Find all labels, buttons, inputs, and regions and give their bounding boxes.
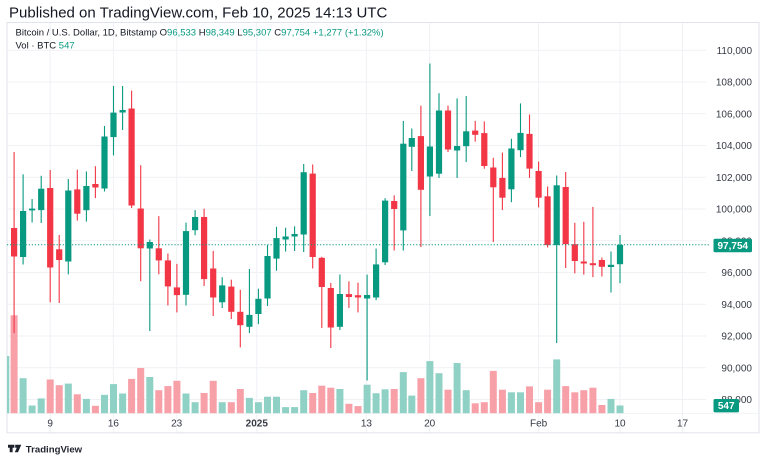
svg-text:2025: 2025 [246, 419, 269, 430]
svg-text:23: 23 [171, 419, 183, 430]
svg-text:9: 9 [47, 419, 53, 430]
svg-text:Bitcoin / U.S. Dollar, 1D, Bit: Bitcoin / U.S. Dollar, 1D, Bitstamp O96,… [16, 27, 384, 38]
svg-text:106,000: 106,000 [716, 109, 753, 120]
svg-text:Vol · BTC 547: Vol · BTC 547 [16, 40, 75, 51]
svg-text:TradingView: TradingView [26, 444, 83, 455]
svg-text:96,000: 96,000 [721, 268, 752, 279]
svg-text:110,000: 110,000 [717, 46, 753, 57]
svg-text:13: 13 [361, 419, 373, 430]
svg-text:Published on TradingView.com,: Published on TradingView.com, Feb 10, 20… [9, 4, 387, 21]
svg-text:92,000: 92,000 [721, 332, 752, 343]
svg-text:10: 10 [614, 419, 626, 430]
svg-text:547: 547 [718, 401, 735, 412]
svg-text:20: 20 [424, 419, 436, 430]
svg-text:16: 16 [108, 419, 120, 430]
svg-text:108,000: 108,000 [716, 78, 753, 89]
svg-text:90,000: 90,000 [721, 363, 752, 374]
svg-text:94,000: 94,000 [721, 300, 752, 311]
svg-text:17: 17 [677, 419, 689, 430]
svg-text:100,000: 100,000 [716, 205, 753, 216]
svg-text:97,754: 97,754 [718, 241, 749, 252]
svg-text:Feb: Feb [530, 419, 548, 430]
svg-text:102,000: 102,000 [716, 173, 753, 184]
svg-text:104,000: 104,000 [716, 141, 753, 152]
